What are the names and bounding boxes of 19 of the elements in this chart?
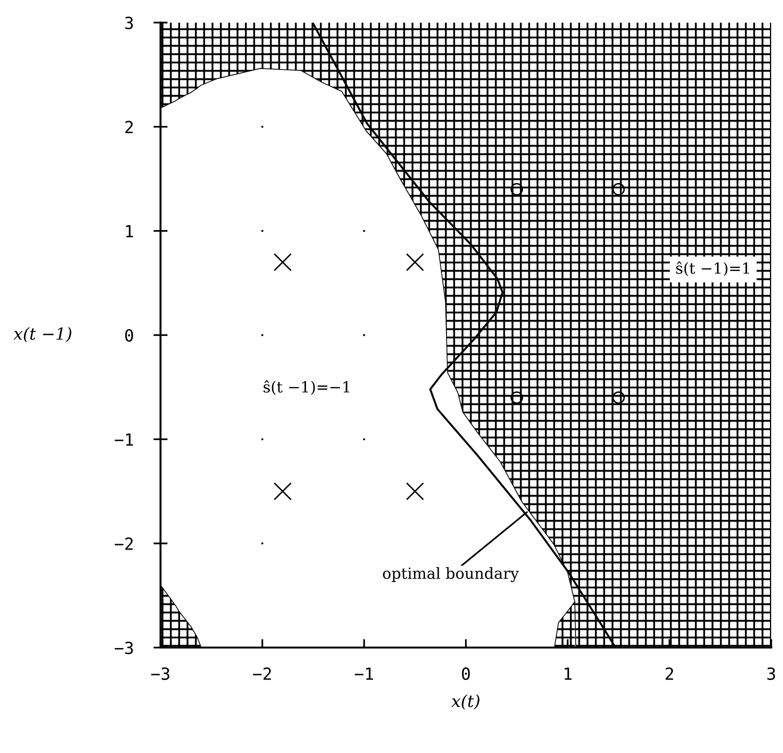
x-tick-label: 3 [767, 667, 776, 680]
x-tick-label: −2 [252, 667, 271, 680]
y-tick-label: −2 [114, 537, 133, 550]
y-tick-label: 0 [125, 329, 134, 342]
x-tick-label: 0 [462, 667, 470, 680]
y-tick-label: −1 [114, 433, 133, 446]
annotation: optimal boundary [382, 567, 519, 582]
y-tick-label: 2 [125, 120, 133, 134]
annotation: ŝ(t −1)=1 [676, 261, 749, 276]
x-tick-label: −1 [354, 668, 373, 680]
y-tick-label: −3 [114, 642, 133, 654]
annotation: ŝ(t −1)=−1 [264, 380, 350, 395]
x-tick-label: 2 [666, 667, 674, 680]
x-tick-label: −3 [151, 667, 170, 680]
x-axis-title: x(t) [451, 694, 480, 710]
y-tick-label: 1 [126, 225, 133, 238]
y-tick-label: 3 [125, 16, 133, 30]
y-axis-title: x(t −1) [13, 327, 72, 342]
x-tick-label: 1 [564, 668, 572, 680]
